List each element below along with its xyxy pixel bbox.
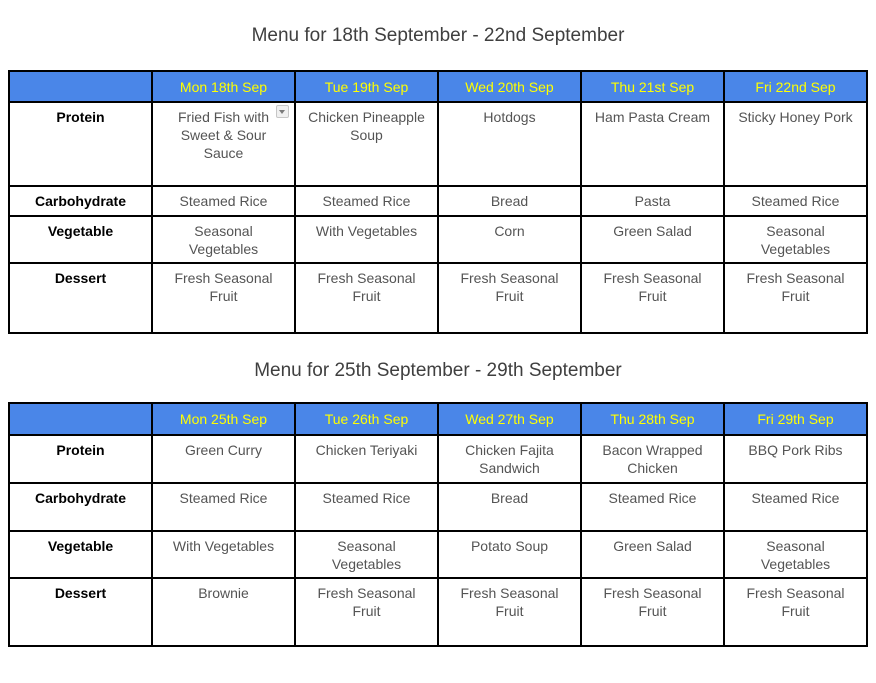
menu-cell: Fried Fish with Sweet & Sour Sauce — [151, 101, 296, 187]
menu-cell: Steamed Rice — [151, 482, 296, 532]
menu-cell: Steamed Rice — [723, 185, 868, 217]
menu-table-week1: Mon 18th Sep Tue 19th Sep Wed 20th Sep T… — [8, 70, 868, 334]
menu-cell: Hotdogs — [437, 101, 582, 187]
corner-header-cell — [8, 402, 153, 436]
menu-cell: Fresh Seasonal Fruit — [151, 262, 296, 334]
week2-title: Menu for 25th September - 29th September — [254, 360, 622, 381]
menu-cell: Fresh Seasonal Fruit — [437, 577, 582, 647]
menu-cell: Fresh Seasonal Fruit — [294, 577, 439, 647]
row-label-vegetable: Vegetable — [8, 530, 153, 579]
row-label-vegetable: Vegetable — [8, 215, 153, 264]
row-label-dessert: Dessert — [8, 577, 153, 647]
menu-cell: Sticky Honey Pork — [723, 101, 868, 187]
menu-cell: Fresh Seasonal Fruit — [294, 262, 439, 334]
menu-cell: Seasonal Vegetables — [723, 215, 868, 264]
menu-cell: Bread — [437, 185, 582, 217]
menu-cell: Potato Soup — [437, 530, 582, 579]
day-header-mon: Mon 18th Sep — [151, 70, 296, 103]
menu-cell: Seasonal Vegetables — [151, 215, 296, 264]
row-label-carbohydrate: Carbohydrate — [8, 482, 153, 532]
day-header-wed: Wed 20th Sep — [437, 70, 582, 103]
menu-cell: Steamed Rice — [294, 185, 439, 217]
menu-cell: Brownie — [151, 577, 296, 647]
menu-cell: Green Salad — [580, 530, 725, 579]
menu-cell: Chicken Pineapple Soup — [294, 101, 439, 187]
day-header-fri: Fri 29th Sep — [723, 402, 868, 436]
day-header-mon: Mon 25th Sep — [151, 402, 296, 436]
menu-cell: Fresh Seasonal Fruit — [723, 577, 868, 647]
day-header-fri: Fri 22nd Sep — [723, 70, 868, 103]
menu-cell: Fresh Seasonal Fruit — [437, 262, 582, 334]
day-header-tue: Tue 26th Sep — [294, 402, 439, 436]
header-row: Mon 18th Sep Tue 19th Sep Wed 20th Sep T… — [8, 70, 868, 103]
menu-cell: Bacon Wrapped Chicken — [580, 434, 725, 484]
table-row-vegetable: Vegetable Seasonal Vegetables With Veget… — [8, 215, 868, 264]
table-row-protein: Protein Fried Fish with Sweet & Sour Sau… — [8, 101, 868, 187]
corner-header-cell — [8, 70, 153, 103]
week1-title: Menu for 18th September - 22nd September — [251, 25, 625, 46]
menu-cell: Pasta — [580, 185, 725, 217]
table-row-dessert: Dessert Fresh Seasonal Fruit Fresh Seaso… — [8, 262, 868, 334]
menu-cell: Seasonal Vegetables — [723, 530, 868, 579]
day-header-thu: Thu 21st Sep — [580, 70, 725, 103]
menu-cell: Seasonal Vegetables — [294, 530, 439, 579]
menu-cell: Corn — [437, 215, 582, 264]
row-label-carbohydrate: Carbohydrate — [8, 185, 153, 217]
menu-cell: With Vegetables — [294, 215, 439, 264]
menu-cell: Fresh Seasonal Fruit — [580, 577, 725, 647]
menu-cell: With Vegetables — [151, 530, 296, 579]
day-header-wed: Wed 27th Sep — [437, 402, 582, 436]
table-row-dessert: Dessert Brownie Fresh Seasonal Fruit Fre… — [8, 577, 868, 647]
menu-cell: Fresh Seasonal Fruit — [723, 262, 868, 334]
menu-cell: Bread — [437, 482, 582, 532]
menu-cell: Chicken Fajita Sandwich — [437, 434, 582, 484]
menu-cell: Green Curry — [151, 434, 296, 484]
row-label-protein: Protein — [8, 434, 153, 484]
menu-table-week2: Mon 25th Sep Tue 26th Sep Wed 27th Sep T… — [8, 402, 868, 647]
dropdown-arrow-icon[interactable] — [276, 105, 289, 118]
menu-cell: Steamed Rice — [723, 482, 868, 532]
menu-cell: Chicken Teriyaki — [294, 434, 439, 484]
menu-cell: Steamed Rice — [580, 482, 725, 532]
menu-cell: Fresh Seasonal Fruit — [580, 262, 725, 334]
day-header-thu: Thu 28th Sep — [580, 402, 725, 436]
row-label-protein: Protein — [8, 101, 153, 187]
row-label-dessert: Dessert — [8, 262, 153, 334]
menu-cell: BBQ Pork Ribs — [723, 434, 868, 484]
header-row: Mon 25th Sep Tue 26th Sep Wed 27th Sep T… — [8, 402, 868, 436]
menu-cell: Steamed Rice — [151, 185, 296, 217]
menu-cell: Green Salad — [580, 215, 725, 264]
menu-cell: Steamed Rice — [294, 482, 439, 532]
table-row-carbohydrate: Carbohydrate Steamed Rice Steamed Rice B… — [8, 482, 868, 532]
menu-cell: Ham Pasta Cream — [580, 101, 725, 187]
cell-text: Fried Fish with Sweet & Sour Sauce — [177, 109, 270, 161]
day-header-tue: Tue 19th Sep — [294, 70, 439, 103]
table-row-carbohydrate: Carbohydrate Steamed Rice Steamed Rice B… — [8, 185, 868, 217]
table-row-protein: Protein Green Curry Chicken Teriyaki Chi… — [8, 434, 868, 484]
table-row-vegetable: Vegetable With Vegetables Seasonal Veget… — [8, 530, 868, 579]
